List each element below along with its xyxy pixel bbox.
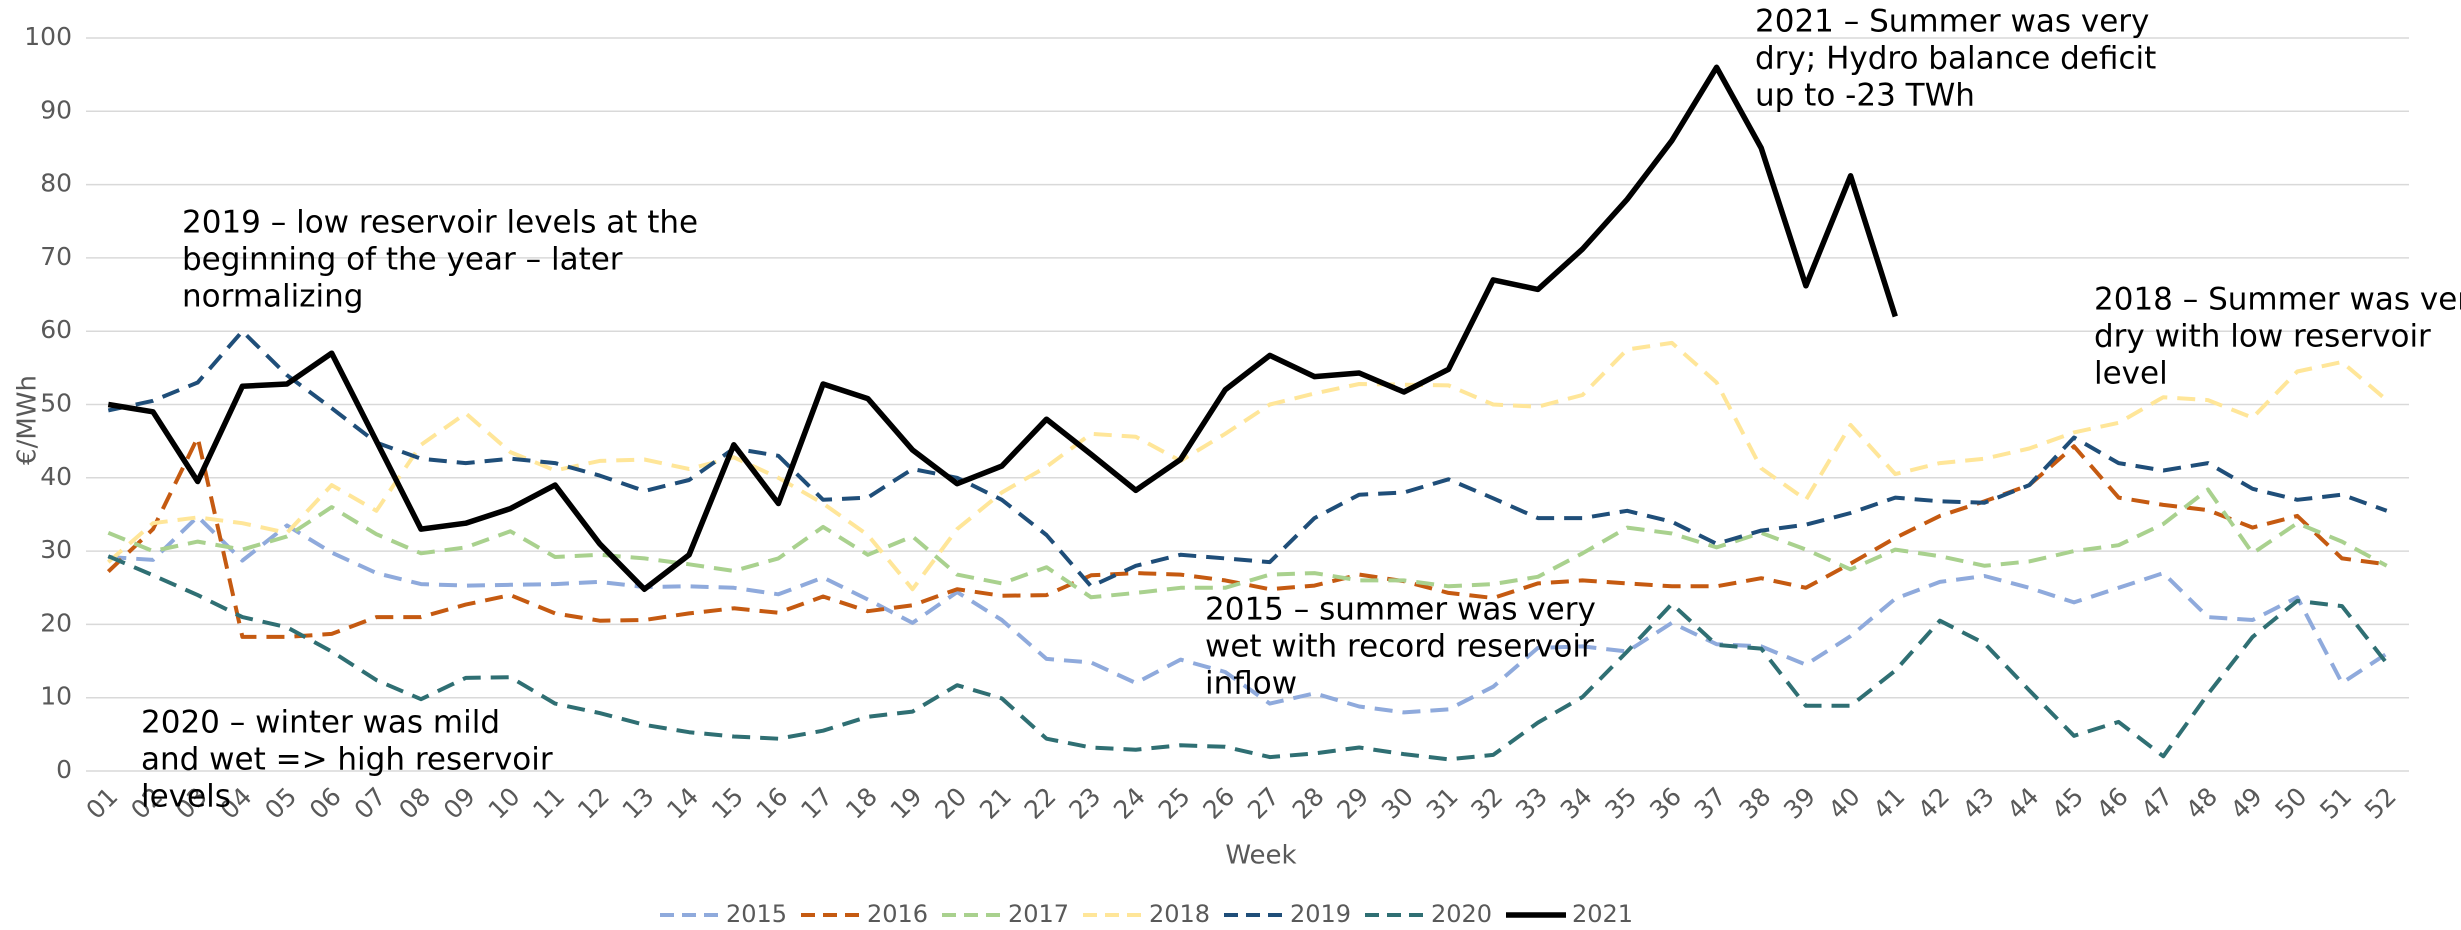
x-tick-label: 29 [1331, 782, 1374, 825]
x-tick-label: 20 [929, 782, 972, 825]
y-tick-label: 40 [40, 462, 72, 491]
x-tick-label: 22 [1019, 782, 1062, 825]
annotation: level [2094, 356, 2168, 392]
x-tick-label: 35 [1599, 782, 1642, 825]
x-tick-label: 43 [1957, 782, 2000, 825]
y-tick-label: 30 [40, 535, 72, 564]
legend-label: 2016 [867, 900, 928, 928]
annotation: dry with low reservoir [2094, 319, 2431, 355]
legend-label: 2017 [1008, 900, 1069, 928]
x-tick-label: 49 [2225, 782, 2268, 825]
x-tick-label: 41 [1867, 782, 1910, 825]
x-tick-label: 42 [1912, 782, 1955, 825]
series-line [106, 340, 2388, 592]
legend-label: 2021 [1572, 900, 1633, 928]
legend-label: 2020 [1431, 900, 1492, 928]
x-tick-label: 15 [706, 782, 749, 825]
x-tick-label: 14 [661, 782, 704, 825]
legend-label: 2018 [1149, 900, 1210, 928]
x-tick-label: 37 [1689, 782, 1732, 825]
x-tick-label: 13 [617, 782, 660, 825]
x-tick-label: 44 [2001, 782, 2044, 825]
x-tick-label: 48 [2180, 782, 2223, 825]
x-tick-label: 06 [304, 782, 347, 825]
y-axis-title: €/MWh [13, 375, 43, 465]
x-tick-label: 12 [572, 782, 615, 825]
annotation: 2015 – summer was very [1205, 592, 1596, 628]
annotation: dry; Hydro balance deficit [1755, 41, 2156, 77]
x-tick-label: 31 [1421, 782, 1464, 825]
annotation: up to -23 TWh [1755, 78, 1975, 114]
y-tick-label: 100 [24, 22, 72, 51]
annotation: 2021 – Summer was very [1755, 4, 2149, 40]
x-tick-label: 07 [349, 782, 392, 825]
x-tick-label: 23 [1063, 782, 1106, 825]
x-tick-label: 10 [483, 782, 526, 825]
legend-label: 2015 [726, 900, 787, 928]
x-tick-label: 40 [1823, 782, 1866, 825]
series-line [108, 514, 2388, 715]
y-tick-label: 20 [40, 608, 72, 637]
x-tick-label: 34 [1555, 782, 1598, 825]
x-tick-label: 16 [751, 782, 794, 825]
x-tick-label: 08 [393, 782, 436, 825]
x-tick-label: 05 [259, 782, 302, 825]
x-tick-label: 51 [2314, 782, 2357, 825]
x-tick-label: 11 [527, 782, 570, 825]
y-tick-label: 70 [40, 242, 72, 271]
x-tick-label: 24 [1108, 782, 1151, 825]
y-tick-label: 60 [40, 315, 72, 344]
annotation: and wet => high reservoir [141, 742, 553, 778]
x-tick-label: 21 [974, 782, 1017, 825]
y-tick-label: 0 [56, 755, 72, 784]
annotation: wet with record reservoir [1205, 629, 1594, 665]
annotation: 2018 – Summer was very [2094, 282, 2461, 318]
x-tick-label: 01 [81, 782, 124, 825]
legend-label: 2019 [1290, 900, 1351, 928]
annotation: 2019 – low reservoir levels at the [182, 205, 698, 241]
x-tick-label: 25 [1153, 782, 1196, 825]
x-tick-label: 30 [1376, 782, 1419, 825]
x-tick-label: 17 [795, 782, 838, 825]
series-line [107, 554, 2389, 762]
x-tick-label: 39 [1778, 782, 1821, 825]
x-tick-label: 09 [438, 782, 481, 825]
annotation: levels [141, 779, 231, 815]
y-tick-label: 80 [40, 169, 72, 198]
x-tick-label: 28 [1287, 782, 1330, 825]
annotation: beginning of the year – later [182, 242, 623, 278]
x-tick-label: 38 [1733, 782, 1776, 825]
x-tick-label: 27 [1242, 782, 1285, 825]
x-tick-label: 33 [1510, 782, 1553, 825]
x-tick-label: 45 [2046, 782, 2089, 825]
x-axis-title: Week [1225, 841, 1296, 871]
x-tick-label: 36 [1644, 782, 1687, 825]
x-tick-label: 50 [2270, 782, 2313, 825]
annotation: normalizing [182, 279, 363, 315]
x-tick-label: 19 [885, 782, 928, 825]
x-tick-label: 52 [2359, 782, 2402, 825]
x-tick-label: 26 [1197, 782, 1240, 825]
series-line [107, 64, 1898, 592]
y-tick-label: 10 [40, 682, 72, 711]
series-line [107, 487, 2388, 600]
annotation: 2020 – winter was mild [141, 705, 500, 741]
series-line [107, 329, 2388, 589]
x-tick-label: 46 [2091, 782, 2134, 825]
y-tick-label: 50 [40, 389, 72, 418]
x-tick-label: 47 [2135, 782, 2178, 825]
x-tick-label: 18 [840, 782, 883, 825]
y-tick-label: 90 [40, 95, 72, 124]
annotation: inflow [1205, 666, 1297, 702]
x-tick-label: 32 [1465, 782, 1508, 825]
